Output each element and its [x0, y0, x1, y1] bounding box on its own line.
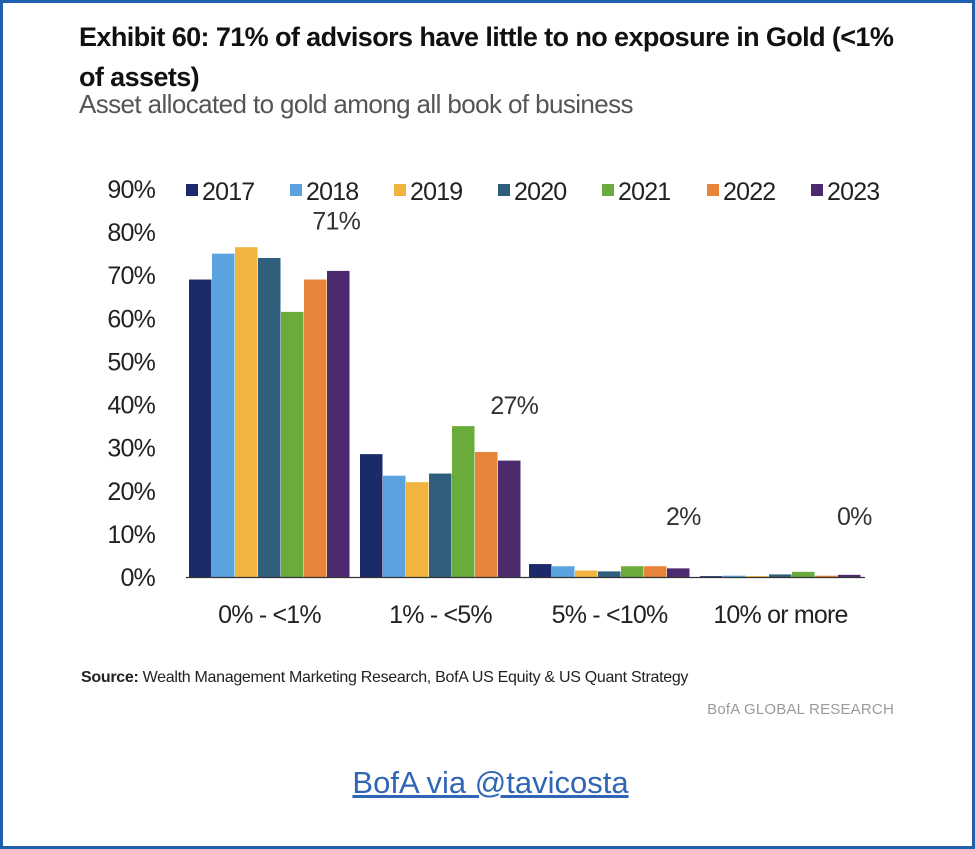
legend-swatch-2020	[498, 184, 510, 196]
y-tick-label: 10%	[107, 521, 155, 549]
source-note: Source: Wealth Management Marketing Rese…	[81, 669, 688, 687]
x-tick-label: 10% or more	[713, 601, 847, 629]
bar-2018-2	[552, 566, 575, 577]
y-tick-label: 90%	[107, 176, 155, 204]
bar-2018-1	[383, 475, 406, 577]
x-tick-label: 1% - <5%	[389, 601, 492, 629]
bar-2023-1	[498, 460, 521, 577]
y-tick-label: 40%	[107, 392, 155, 420]
legend-label-2019: 2019	[410, 178, 462, 206]
y-tick-label: 80%	[107, 219, 155, 247]
x-tick-label: 0% - <1%	[218, 601, 321, 629]
exhibit-subtitle: Asset allocated to gold among all book o…	[79, 89, 634, 119]
legend-swatch-2021	[602, 184, 614, 196]
bar-2022-0	[304, 279, 327, 577]
legend-label-2017: 2017	[202, 178, 254, 206]
bar-2017-2	[529, 564, 552, 577]
bar-2023-0	[327, 270, 350, 577]
annotation-label: 27%	[490, 392, 538, 420]
credit-link[interactable]: BofA via @tavicosta	[352, 765, 629, 800]
legend-label-2023: 2023	[827, 178, 879, 206]
bar-2020-0	[258, 257, 281, 577]
bar-chart: 0% 10% 20% 30% 40% 50% 60% 70% 80% 90% 0% - <1% 1% …	[107, 176, 880, 629]
bar-2018-0	[212, 253, 235, 577]
bar-2023-2	[667, 568, 690, 577]
annotation-label: 2%	[666, 503, 701, 531]
bar-2018-3	[723, 575, 746, 577]
legend-swatch-2019	[394, 184, 406, 196]
legend-label-2022: 2022	[723, 178, 775, 206]
y-tick-label: 70%	[107, 262, 155, 290]
bar-2020-1	[429, 473, 452, 577]
bar-2019-0	[235, 247, 258, 577]
bar-2020-3	[769, 574, 792, 577]
bar-2019-3	[746, 576, 769, 577]
bar-2022-2	[644, 566, 667, 577]
bar-2019-1	[406, 482, 429, 577]
y-tick-label: 60%	[107, 305, 155, 333]
legend-swatch-2022	[707, 184, 719, 196]
source-label: Source:	[81, 669, 139, 686]
brand-watermark: BofA GLOBAL RESEARCH	[707, 701, 894, 718]
bar-2020-2	[598, 571, 621, 577]
source-text: Wealth Management Marketing Research, Bo…	[142, 669, 689, 686]
bar-2023-3	[838, 574, 861, 577]
bar-2017-0	[189, 279, 212, 577]
legend-label-2018: 2018	[306, 178, 358, 206]
y-tick-label: 50%	[107, 348, 155, 376]
legend-swatch-2017	[186, 184, 198, 196]
annotation-label: 71%	[312, 208, 360, 236]
y-tick-label: 30%	[107, 435, 155, 463]
y-tick-label: 20%	[107, 478, 155, 506]
annotation-label: 0%	[837, 503, 872, 531]
bar-2021-0	[281, 311, 304, 577]
bar-2019-2	[575, 570, 598, 577]
bar-2017-1	[360, 454, 383, 577]
legend-swatch-2023	[811, 184, 823, 196]
x-tick-label: 5% - <10%	[552, 601, 668, 629]
bar-2022-3	[815, 575, 838, 577]
bar-2022-1	[475, 451, 498, 577]
bar-2021-2	[621, 566, 644, 577]
bar-2017-3	[700, 576, 723, 577]
exhibit-title: Exhibit 60: 71% of advisors have little …	[79, 22, 894, 92]
legend-swatch-2018	[290, 184, 302, 196]
y-tick-label: 0%	[120, 564, 155, 592]
bar-2021-1	[452, 426, 475, 577]
bar-2021-3	[792, 571, 815, 577]
legend-label-2021: 2021	[618, 178, 670, 206]
legend-label-2020: 2020	[514, 178, 566, 206]
